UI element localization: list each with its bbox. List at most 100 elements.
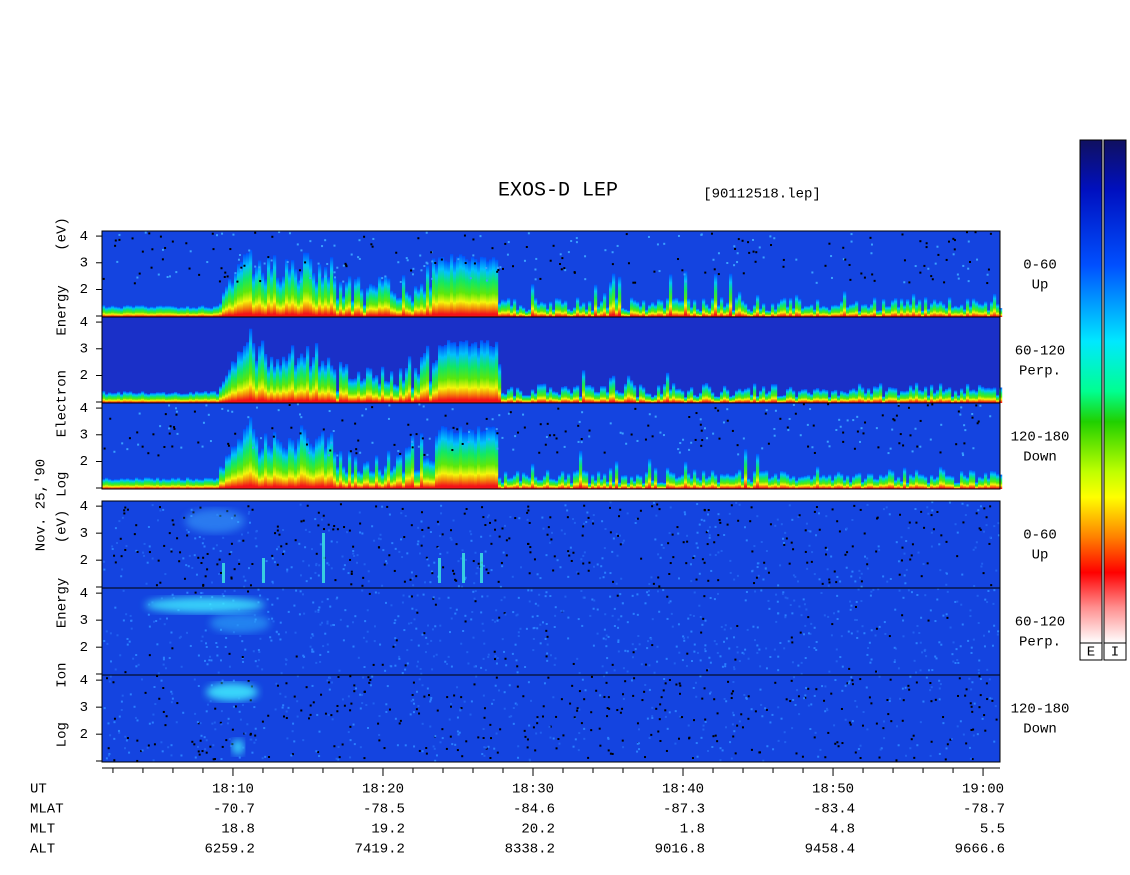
- spectral-column: [306, 346, 310, 403]
- noise-dot: [282, 528, 285, 531]
- spectral-column: [474, 258, 478, 317]
- noise-dot: [361, 702, 364, 705]
- noise-dot: [224, 590, 227, 593]
- noise-dot: [113, 721, 116, 724]
- noise-dot: [864, 421, 867, 424]
- noise-dot: [137, 663, 140, 666]
- spectral-column: [432, 362, 436, 403]
- noise-dot: [812, 424, 815, 427]
- noise-dot: [528, 724, 531, 727]
- noise-dot: [255, 545, 258, 548]
- noise-dot: [153, 686, 156, 689]
- noise-dot: [126, 508, 129, 511]
- noise-dot: [919, 641, 922, 644]
- spectral-column: [666, 372, 670, 403]
- noise-dot: [773, 434, 776, 437]
- noise-dot: [299, 590, 302, 593]
- noise-dot: [991, 644, 994, 647]
- noise-dot: [583, 698, 586, 701]
- noise-dot: [988, 678, 991, 681]
- noise-dot: [800, 614, 803, 617]
- noise-dot: [851, 720, 854, 723]
- spectral-column: [603, 473, 607, 489]
- spectral-column: [399, 297, 403, 317]
- noise-dot: [291, 730, 294, 733]
- spectral-column: [297, 279, 301, 317]
- noise-dot: [970, 646, 973, 649]
- angle-label: 60-120: [1015, 615, 1065, 631]
- noise-dot: [216, 645, 219, 648]
- noise-dot: [599, 694, 602, 697]
- noise-dot: [398, 722, 401, 725]
- noise-dot: [580, 590, 583, 593]
- noise-dot: [656, 503, 659, 506]
- noise-dot: [150, 266, 153, 269]
- noise-dot: [977, 509, 980, 512]
- noise-dot: [530, 589, 533, 592]
- noise-dot: [773, 648, 776, 651]
- noise-dot: [899, 433, 902, 436]
- noise-dot: [298, 269, 301, 272]
- noise-dot: [197, 750, 200, 753]
- spectral-column: [873, 478, 877, 489]
- spectral-column: [522, 472, 526, 489]
- noise-dot: [983, 645, 986, 648]
- noise-dot: [560, 609, 563, 612]
- noise-dot: [269, 636, 272, 639]
- noise-dot: [955, 443, 958, 446]
- spectral-column: [969, 390, 973, 403]
- spectral-column: [906, 390, 910, 403]
- noise-dot: [247, 416, 250, 419]
- noise-dot: [527, 681, 530, 684]
- noise-dot: [436, 709, 439, 712]
- noise-dot: [206, 568, 209, 571]
- noise-dot: [866, 503, 869, 506]
- noise-dot: [946, 743, 949, 746]
- noise-dot: [863, 532, 866, 535]
- noise-dot: [398, 657, 401, 660]
- noise-dot: [882, 720, 885, 723]
- noise-dot: [125, 613, 128, 616]
- noise-dot: [873, 279, 876, 282]
- noise-dot: [790, 636, 793, 639]
- noise-dot: [232, 233, 235, 236]
- noise-dot: [758, 246, 761, 249]
- noise-dot: [850, 233, 853, 236]
- noise-dot: [913, 659, 916, 662]
- noise-dot: [582, 522, 585, 525]
- spectral-column: [819, 390, 823, 403]
- noise-dot: [730, 504, 733, 507]
- noise-dot: [259, 280, 262, 283]
- noise-dot: [644, 602, 647, 605]
- spectral-column: [588, 300, 592, 317]
- noise-dot: [922, 563, 925, 566]
- noise-dot: [413, 618, 416, 621]
- noise-dot: [979, 694, 982, 697]
- noise-dot: [164, 667, 167, 670]
- noise-dot: [562, 734, 565, 737]
- noise-dot: [170, 550, 173, 553]
- spectral-column: [231, 282, 235, 317]
- noise-dot: [358, 239, 361, 242]
- noise-dot: [487, 514, 490, 517]
- spectral-column: [681, 300, 685, 317]
- spectral-column: [795, 294, 799, 317]
- noise-dot: [663, 242, 666, 245]
- noise-dot: [930, 275, 933, 278]
- spectral-column: [384, 275, 388, 317]
- noise-dot: [519, 627, 522, 630]
- spectral-column: [582, 302, 586, 317]
- noise-dot: [176, 432, 179, 435]
- spectral-column: [990, 388, 994, 403]
- noise-dot: [219, 659, 222, 662]
- noise-dot: [412, 584, 415, 587]
- spectral-column: [174, 391, 178, 403]
- noise-dot: [877, 588, 880, 591]
- noise-dot: [888, 635, 891, 638]
- spectral-column: [648, 458, 652, 489]
- noise-dot: [130, 619, 133, 622]
- noise-dot: [853, 504, 856, 507]
- noise-dot: [410, 524, 413, 527]
- spectral-column: [150, 392, 154, 403]
- noise-dot: [824, 756, 827, 759]
